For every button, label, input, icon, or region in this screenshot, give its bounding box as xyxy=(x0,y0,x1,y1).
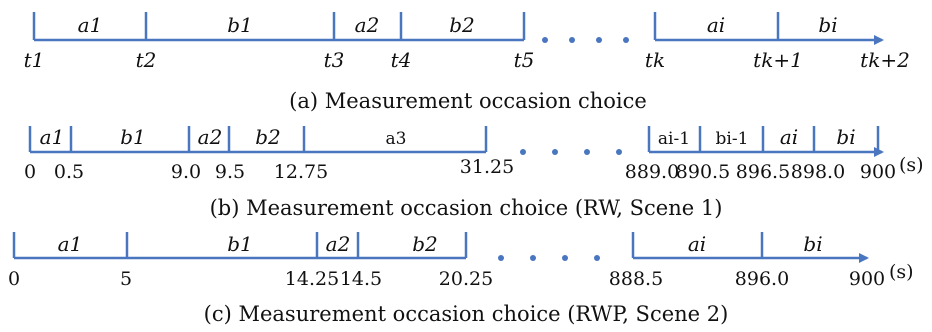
segment-label: b1 xyxy=(227,13,253,37)
caption-c: (c) Measurement occasion choice (RWP, Sc… xyxy=(204,302,729,326)
panel-a: a1 b1 a2 b2 ai bi t1 t2 t3 t4 t5 tk tk+1… xyxy=(24,12,910,113)
ellipsis-dot xyxy=(530,255,536,261)
tick-label: 888.5 xyxy=(609,268,663,290)
tick-label: 0 xyxy=(8,268,20,290)
ellipsis-dot xyxy=(596,37,602,43)
tick-label: 0 xyxy=(24,161,36,183)
tick-label: 12.75 xyxy=(274,161,328,183)
tick-label: 896.0 xyxy=(735,268,789,290)
tick-label: tk+2 xyxy=(860,48,910,72)
tick-label: 889.0 xyxy=(625,161,679,183)
segment-label: ai xyxy=(688,232,706,256)
tick-label: t2 xyxy=(136,48,157,72)
segment-label: a3 xyxy=(386,129,407,149)
tick-label: 5 xyxy=(120,268,132,290)
segment-label: b1 xyxy=(227,232,253,256)
tick-label: t5 xyxy=(514,48,535,72)
unit-label: (s) xyxy=(899,154,924,176)
panel-b: a1 b1 a2 b2 a3 ai-1 bi-1 ai bi 0 0.5 9.0… xyxy=(24,125,924,220)
tick-label: 14.25 xyxy=(285,268,339,290)
tick-label: t1 xyxy=(24,48,45,72)
segment-label: a2 xyxy=(355,13,380,37)
ellipsis-dot xyxy=(594,255,600,261)
segment-label: ai xyxy=(780,125,798,149)
segment-label: a1 xyxy=(78,13,103,37)
ellipsis-dot xyxy=(569,37,575,43)
ellipsis-dot xyxy=(542,37,548,43)
panel-c-timeline xyxy=(12,232,869,263)
tick-label: 20.25 xyxy=(439,268,493,290)
ellipsis-dot xyxy=(498,255,504,261)
ellipsis-dot xyxy=(616,149,622,155)
tick-label: t3 xyxy=(324,48,345,72)
tick-label: 0.5 xyxy=(54,161,84,183)
tick-label: 900 xyxy=(849,268,885,290)
tick-label: 896.5 xyxy=(736,161,790,183)
segment-label: a2 xyxy=(198,125,223,149)
segment-label: a1 xyxy=(40,125,65,149)
ellipsis-dot xyxy=(584,149,590,155)
segment-label: bi xyxy=(818,13,837,37)
panel-a-timeline xyxy=(32,12,884,45)
ellipsis-dot xyxy=(562,255,568,261)
ellipsis-dot xyxy=(520,149,526,155)
tick-label: tk+1 xyxy=(753,48,803,72)
ellipsis-dot xyxy=(623,37,629,43)
segment-label: a1 xyxy=(58,232,83,256)
segment-label: b1 xyxy=(120,125,146,149)
tick-label: 9.5 xyxy=(215,161,245,183)
panel-b-timeline xyxy=(28,126,884,157)
segment-label: b2 xyxy=(255,125,281,149)
tick-label: t4 xyxy=(391,48,412,72)
ellipsis-dot xyxy=(552,149,558,155)
tick-label: 14.5 xyxy=(340,268,382,290)
caption-a: (a) Measurement occasion choice xyxy=(289,89,647,113)
segment-label: a2 xyxy=(326,232,351,256)
segment-label: b2 xyxy=(449,13,475,37)
segment-label: b2 xyxy=(412,232,438,256)
tick-label: 890.5 xyxy=(676,161,730,183)
panel-c: a1 b1 a2 b2 ai bi 0 5 14.25 14.5 20.25 8… xyxy=(8,232,914,326)
tick-label: 31.25 xyxy=(460,156,514,178)
segment-label: bi xyxy=(836,125,855,149)
segment-label: bi xyxy=(803,232,822,256)
tick-label: 898.0 xyxy=(791,161,845,183)
tick-label: 900 xyxy=(860,161,896,183)
unit-label: (s) xyxy=(889,261,914,283)
tick-label: tk xyxy=(645,48,665,72)
tick-label: 9.0 xyxy=(171,161,201,183)
caption-b: (b) Measurement occasion choice (RW, Sce… xyxy=(210,196,723,220)
segment-label: ai-1 xyxy=(658,129,690,149)
segment-label: ai xyxy=(707,13,725,37)
segment-label: bi-1 xyxy=(716,129,749,149)
